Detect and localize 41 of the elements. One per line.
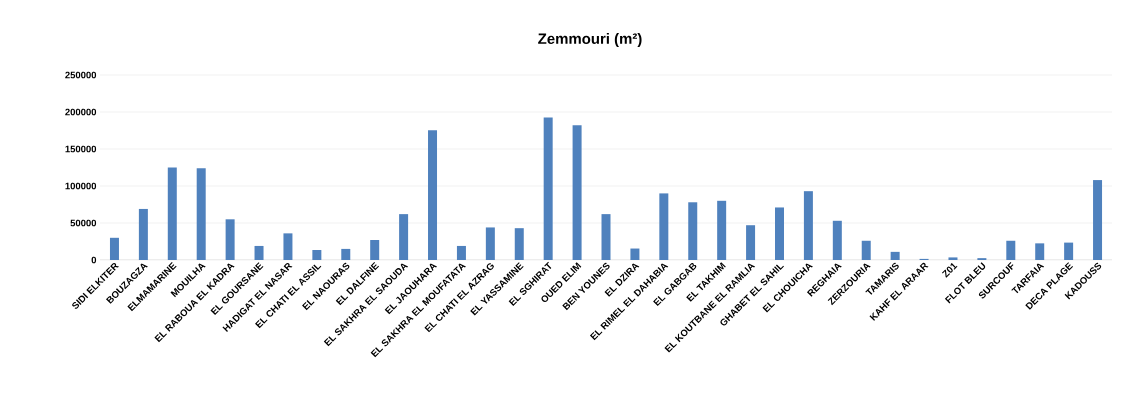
y-tick-label: 150000 <box>65 145 97 153</box>
bar <box>399 214 409 260</box>
bar <box>717 200 727 260</box>
bar <box>543 117 553 260</box>
bar <box>341 248 351 260</box>
bar <box>254 245 264 260</box>
bar <box>601 214 611 260</box>
bar <box>109 237 119 260</box>
bar <box>370 240 380 260</box>
bar <box>283 233 293 260</box>
y-tick-label: 250000 <box>65 71 97 79</box>
bar <box>1093 180 1103 260</box>
bar <box>688 202 698 260</box>
bar <box>832 220 842 260</box>
x-tick-label: Z01 <box>941 262 958 278</box>
bar <box>225 219 235 260</box>
y-tick-label: 0 <box>91 256 97 264</box>
bar <box>861 240 871 260</box>
bar <box>1035 243 1045 260</box>
bar <box>1064 242 1074 260</box>
bar <box>572 125 582 260</box>
bar <box>456 245 466 260</box>
bar <box>138 208 148 260</box>
bar <box>312 250 322 260</box>
bar <box>630 248 640 260</box>
chart-title: Zemmouri (m²) <box>538 33 642 47</box>
y-tick-label: 200000 <box>65 108 97 116</box>
bar <box>485 227 495 260</box>
bar <box>890 251 900 260</box>
y-tick-label: 50000 <box>70 219 97 227</box>
bar <box>1006 240 1016 260</box>
bar <box>167 167 177 260</box>
bar <box>746 225 756 260</box>
bar <box>514 228 524 260</box>
bar <box>948 257 958 260</box>
bar <box>196 168 206 260</box>
bar <box>659 193 669 260</box>
bar <box>803 191 813 260</box>
bar <box>774 207 784 260</box>
y-tick-label: 100000 <box>65 182 97 190</box>
bar <box>428 130 438 260</box>
